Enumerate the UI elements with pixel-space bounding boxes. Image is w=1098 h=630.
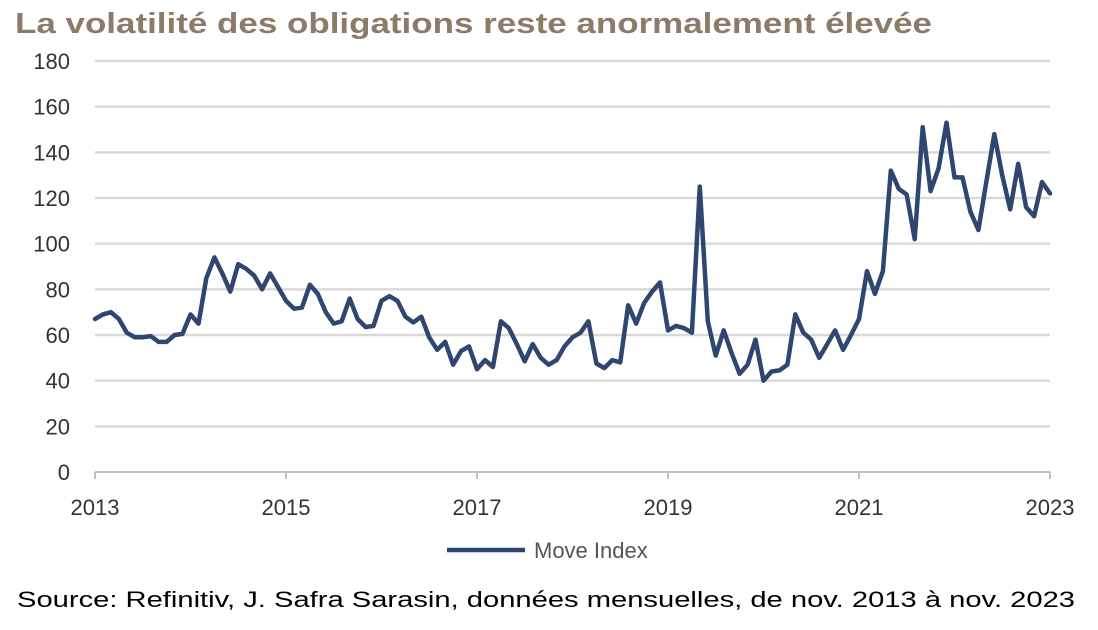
legend: Move Index [447,538,648,563]
y-tick-label: 120 [33,186,70,211]
y-tick-label: 140 [33,140,70,165]
legend-label-move-index: Move Index [534,538,648,563]
x-tick-label: 2021 [835,495,884,520]
y-tick-label: 60 [46,323,70,348]
y-tick-label: 160 [33,95,70,120]
x-tick-label: 2013 [71,495,120,520]
x-axis: 2013 2015 2017 2019 2021 2023 [71,471,1075,520]
x-tick-label: 2017 [453,495,502,520]
x-tick-label: 2019 [644,495,693,520]
y-tick-label: 0 [58,460,70,485]
y-tick-label: 100 [33,232,70,257]
y-tick-label: 20 [46,414,70,439]
y-tick-label: 180 [33,49,70,74]
x-tick-label: 2023 [1026,495,1075,520]
y-tick-label: 40 [46,369,70,394]
series-line-move-index [92,120,1053,383]
series-layer [92,120,1053,383]
chart-title: La volatilité des obligations reste anor… [15,8,932,40]
gridlines [95,59,1050,428]
x-tick-label: 2015 [262,495,311,520]
y-tick-label: 80 [46,277,70,302]
source-note: Source: Refinitiv, J. Safra Sarasin, don… [17,587,1075,612]
y-axis: 0 20 40 60 80 100 120 140 160 180 [33,49,70,485]
